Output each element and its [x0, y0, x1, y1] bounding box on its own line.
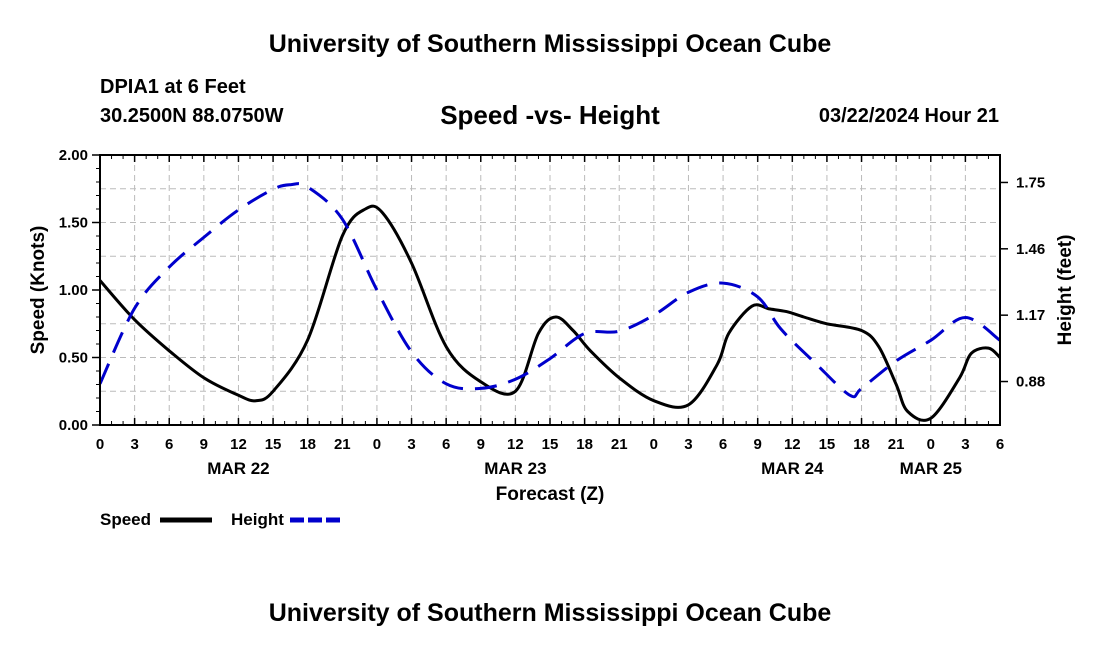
- series-line-speed: [98, 204, 1002, 422]
- y2-tick-label: 1.46: [1016, 241, 1045, 258]
- x-tick-label: 15: [542, 436, 559, 453]
- x-tick-label: 18: [853, 436, 870, 453]
- y-tick-label: 2.00: [59, 147, 88, 164]
- series-layer: [98, 182, 1002, 422]
- x-tick-label: 9: [200, 436, 208, 453]
- date-label: MAR 25: [900, 459, 962, 478]
- x-tick-label: 3: [130, 436, 138, 453]
- x-tick-label: 3: [684, 436, 692, 453]
- x-tick-label: 9: [754, 436, 762, 453]
- date-label: MAR 24: [761, 459, 824, 478]
- x-tick-label: 6: [996, 436, 1004, 453]
- x-axis-label: Forecast (Z): [496, 484, 605, 505]
- chart-subtitle: Speed -vs- Height: [440, 100, 660, 130]
- x-tick-label: 21: [611, 436, 628, 453]
- date-label: MAR 22: [207, 459, 269, 478]
- x-tick-label: 18: [576, 436, 593, 453]
- y2-tick-label: 1.75: [1016, 174, 1045, 191]
- x-tick-label: 6: [719, 436, 727, 453]
- y2-tick-label: 1.17: [1016, 307, 1045, 324]
- station-coordinates: 30.2500N 88.0750W: [100, 105, 284, 127]
- x-tick-label: 0: [650, 436, 658, 453]
- date-label: MAR 23: [484, 459, 546, 478]
- legend-label-height: Height: [231, 510, 284, 529]
- x-tick-label: 12: [784, 436, 801, 453]
- y-tick-label: 1.00: [59, 282, 88, 299]
- x-tick-label: 9: [477, 436, 485, 453]
- chart-axes: 0 3 6 9 12 15 18 21 0 3 6 9 12 15 18 21 0 3 6 9 12 15 18 21 0 3 6 M…: [28, 147, 1076, 505]
- x-tick-label: 3: [407, 436, 415, 453]
- x-tick-label: 0: [96, 436, 104, 453]
- y-tick-label: 0.50: [59, 350, 88, 367]
- x-tick-label: 3: [961, 436, 969, 453]
- page-title: University of Southern Mississippi Ocean…: [268, 30, 832, 58]
- x-tick-label: 21: [888, 436, 905, 453]
- x-tick-label: 6: [442, 436, 450, 453]
- forecast-run-time: 03/22/2024 Hour 21: [818, 105, 999, 127]
- x-tick-label: 15: [265, 436, 282, 453]
- station-name: DPIA1 at 6 Feet: [100, 76, 246, 98]
- x-tick-label: 0: [927, 436, 935, 453]
- chart-grid: [99, 154, 1001, 426]
- series-line-height: [98, 182, 1001, 399]
- x-tick-label: 12: [230, 436, 247, 453]
- y-axis-label: Speed (Knots): [28, 226, 49, 355]
- y-tick-label: 0.00: [59, 417, 88, 434]
- legend-label-speed: Speed: [100, 510, 151, 529]
- chart-legend: Speed Height: [100, 510, 342, 529]
- footer-title: University of Southern Mississippi Ocean…: [268, 599, 832, 627]
- y2-tick-label: 0.88: [1016, 374, 1045, 391]
- x-tick-label: 18: [299, 436, 316, 453]
- x-tick-label: 15: [819, 436, 836, 453]
- y-tick-label: 1.50: [59, 215, 88, 232]
- x-tick-label: 0: [373, 436, 381, 453]
- x-tick-label: 6: [165, 436, 173, 453]
- x-tick-label: 12: [507, 436, 524, 453]
- y2-axis-label: Height (feet): [1055, 235, 1076, 346]
- x-tick-label: 21: [334, 436, 351, 453]
